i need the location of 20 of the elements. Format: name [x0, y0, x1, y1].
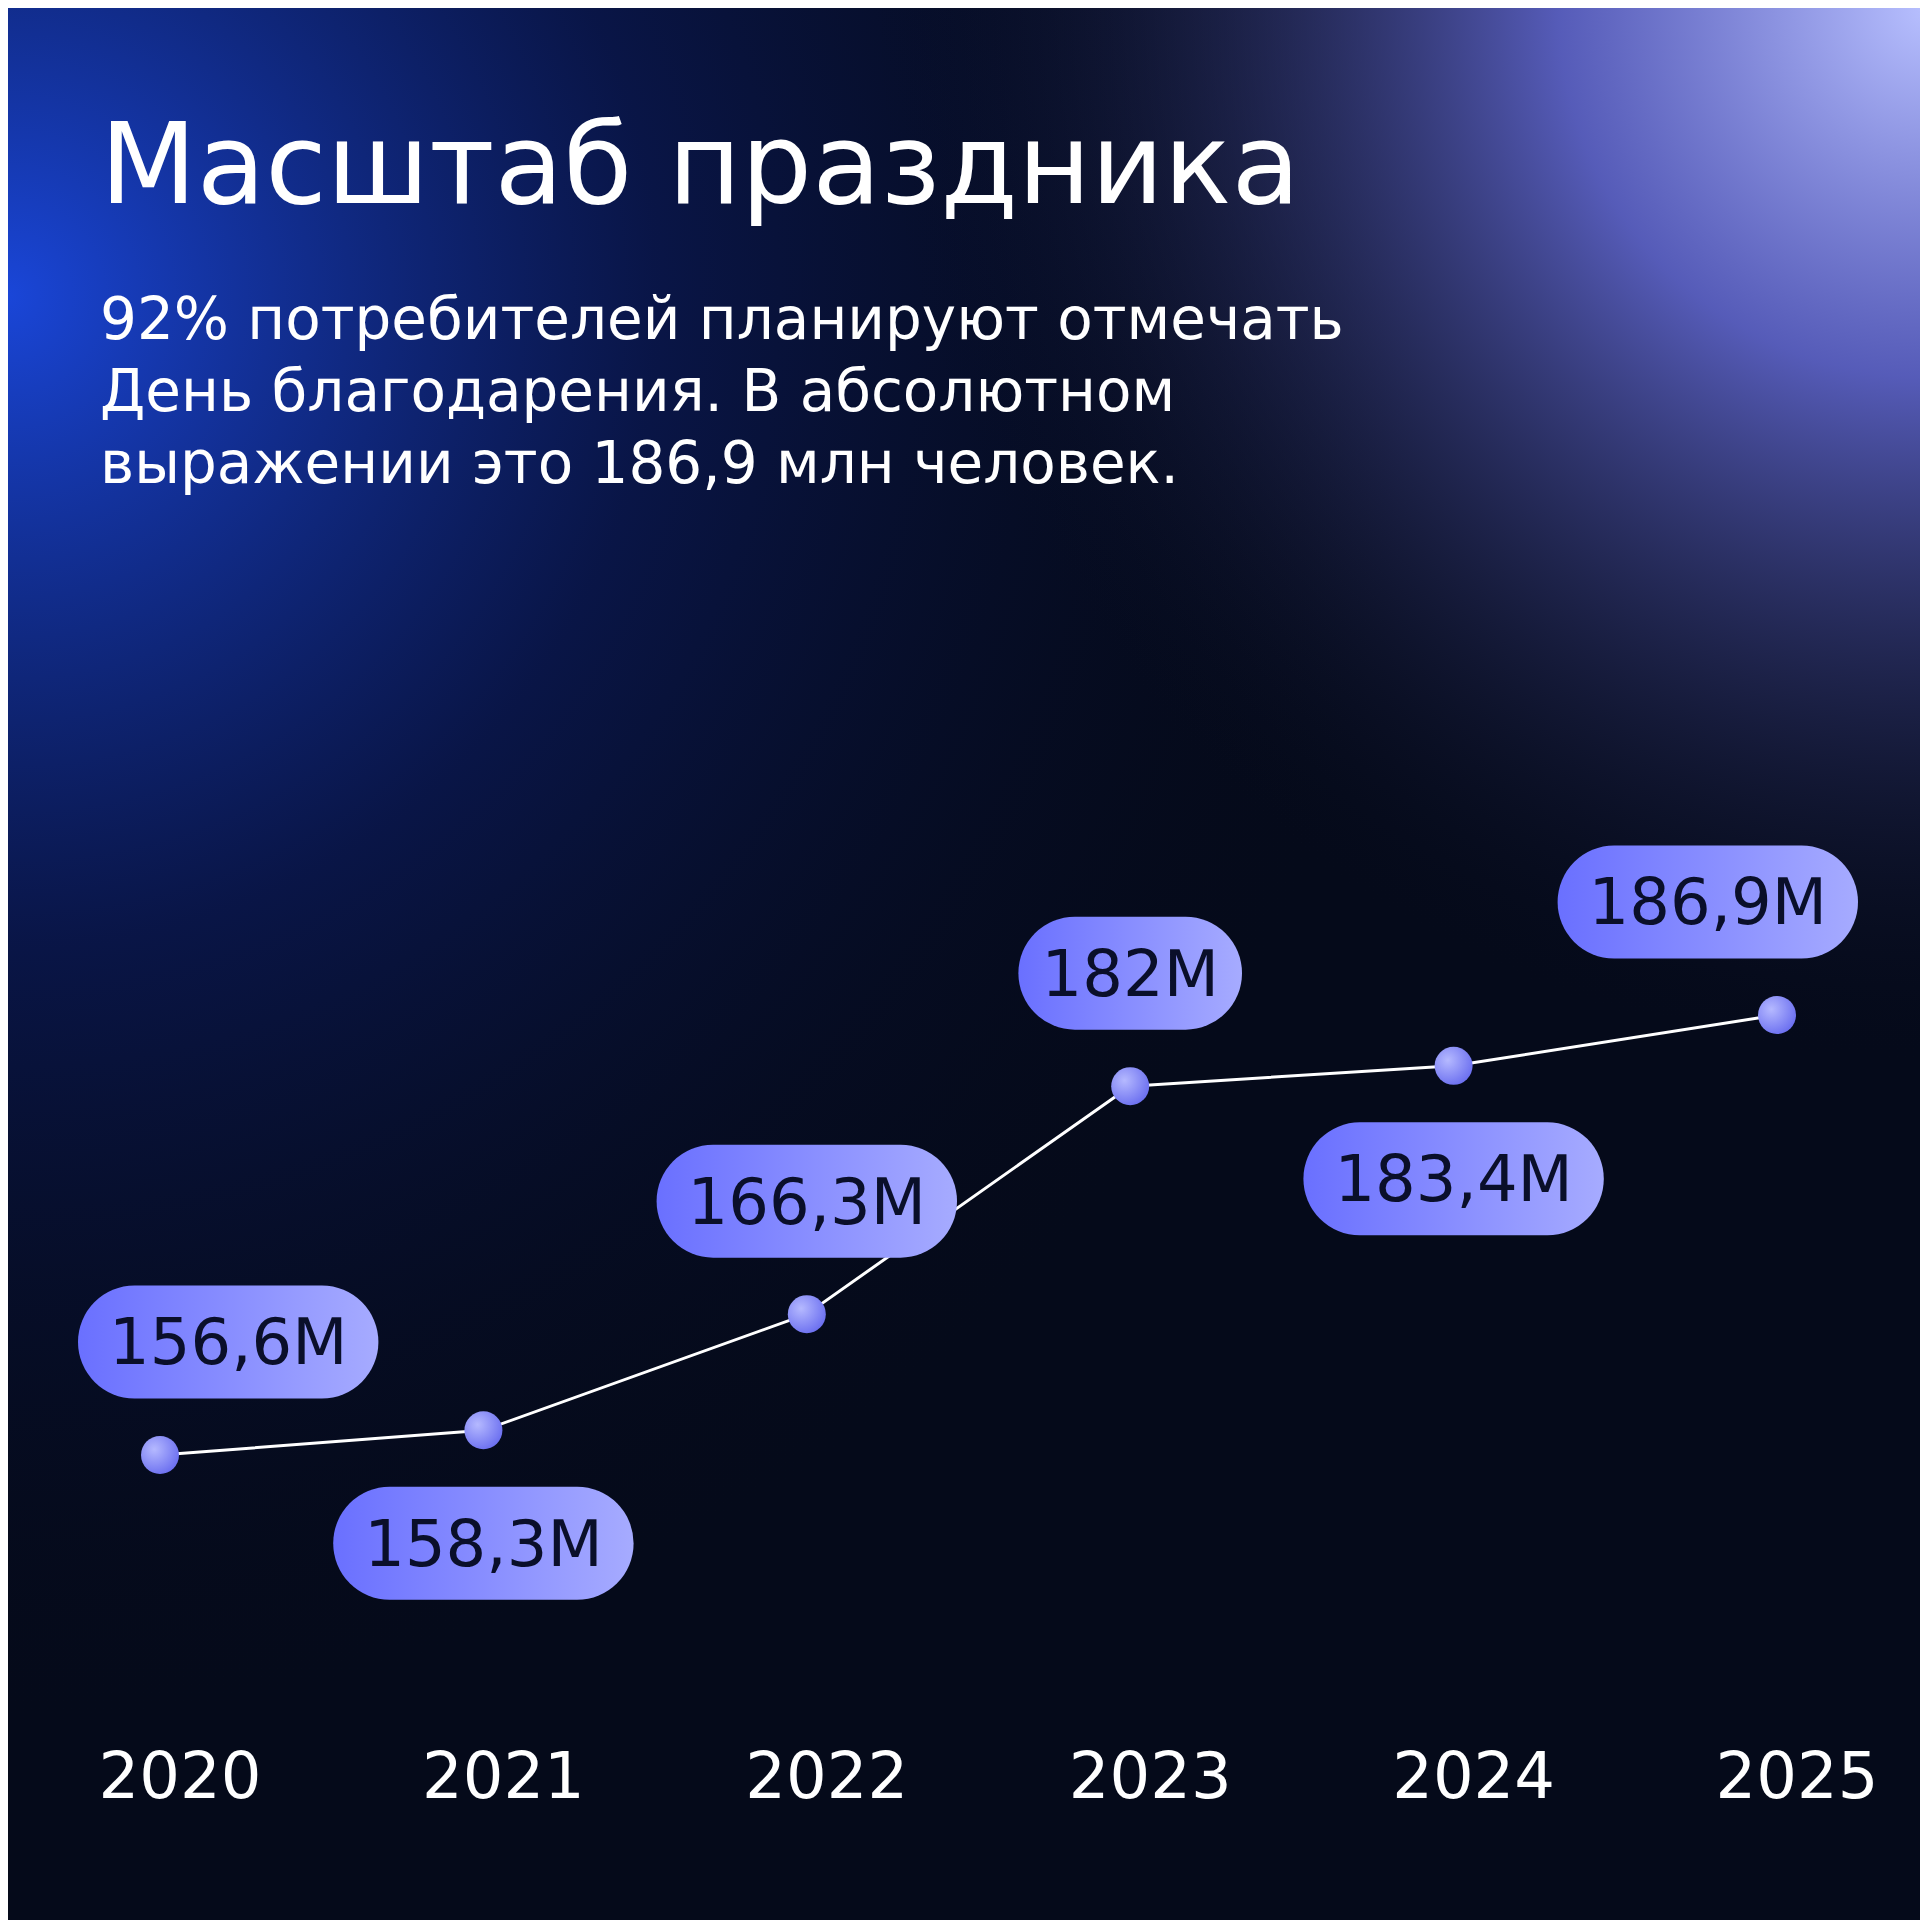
point	[464, 1411, 503, 1450]
x-tick-label: 2024	[1392, 1739, 1556, 1813]
data-label: 158,3M	[364, 1506, 603, 1581]
x-tick-label: 2020	[98, 1739, 262, 1813]
x-tick-label: 2021	[421, 1739, 585, 1813]
point	[141, 1436, 179, 1474]
x-tick-label: 2023	[1068, 1739, 1232, 1813]
data-label: 183,4M	[1334, 1142, 1573, 1217]
point	[1758, 996, 1796, 1034]
point	[1434, 1046, 1473, 1085]
point	[787, 1295, 826, 1334]
chart-title: Масштаб праздника	[100, 99, 1301, 229]
point	[1111, 1067, 1150, 1106]
x-tick-label: 2022	[745, 1739, 909, 1813]
data-label: 186,9M	[1588, 865, 1828, 940]
chart-subtitle: 92% потребителей планируют отмечать День благодарения. В абсолютном выражении это 186,9 млн человек.	[100, 285, 1344, 497]
x-tick-label: 2025	[1715, 1739, 1879, 1813]
data-label: 156,6M	[108, 1305, 348, 1380]
data-label: 166,3M	[687, 1164, 927, 1239]
data-label: 182M	[1041, 936, 1219, 1011]
